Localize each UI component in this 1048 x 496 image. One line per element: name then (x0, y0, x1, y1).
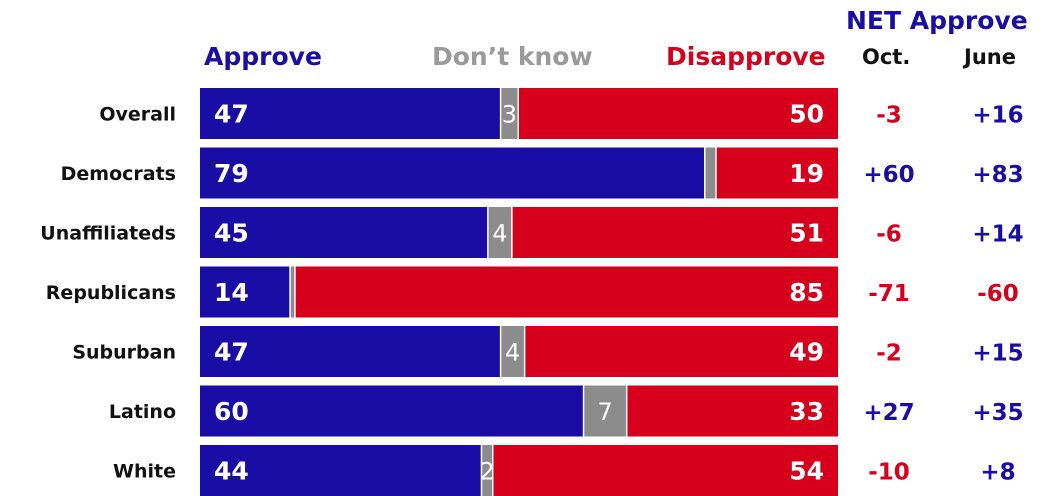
approve-bar (200, 385, 583, 437)
dont-know-bar (488, 207, 512, 258)
approve-value-label: 60 (214, 397, 249, 426)
category-label: Overall (99, 104, 176, 126)
approve-value-label: 45 (214, 219, 249, 248)
category-label: White (113, 461, 176, 483)
approve-bar (200, 326, 500, 377)
net-june-value: +35 (972, 400, 1023, 426)
dont-know-bar (501, 326, 524, 377)
category-label: Latino (109, 401, 176, 423)
dont-know-bar (501, 88, 518, 139)
disapprove-value-label: 33 (789, 397, 824, 426)
dont-know-value-label: 4 (492, 220, 507, 248)
disapprove-value-label: 19 (789, 159, 824, 188)
net-june-value: +14 (972, 222, 1023, 248)
approve-header: Approve (204, 42, 322, 71)
june-column-header: June (964, 45, 1016, 69)
approve-bar (200, 147, 705, 199)
approve-value-label: 47 (214, 338, 249, 367)
net-june-value: -60 (977, 281, 1019, 307)
dont-know-value-label: 2 (479, 458, 494, 486)
category-label: Democrats (61, 163, 176, 185)
net-oct-value: +27 (863, 400, 914, 426)
approve-bar (200, 88, 500, 139)
disapprove-value-label: 51 (789, 219, 824, 248)
net-june-value: +83 (972, 162, 1023, 188)
disapprove-bar (627, 385, 838, 437)
net-june-value: +16 (972, 103, 1023, 129)
disapprove-bar (716, 147, 838, 199)
dont-know-header: Don’t know (432, 42, 593, 71)
net-oct-value: -10 (868, 460, 910, 486)
net-june-value: +15 (972, 341, 1023, 367)
dont-know-bar (482, 445, 492, 496)
approve-value-label: 79 (214, 159, 249, 188)
oct-column-header: Oct. (862, 45, 911, 69)
disapprove-value-label: 49 (789, 338, 824, 367)
net-oct-value: +60 (863, 162, 914, 188)
net-oct-value: -71 (868, 281, 910, 307)
disapprove-bar (512, 207, 838, 258)
disapprove-bar (493, 445, 838, 496)
dont-know-bar (705, 147, 716, 199)
approve-bar (200, 266, 290, 318)
disapprove-bar (519, 88, 838, 139)
disapprove-value-label: 54 (789, 457, 824, 486)
approve-bar (200, 207, 488, 258)
dont-know-bar (290, 266, 295, 318)
net-june-value: +8 (980, 460, 1015, 486)
dont-know-value-label: 3 (502, 101, 517, 129)
net-oct-value: -2 (876, 341, 902, 367)
approve-value-label: 44 (214, 457, 249, 486)
disapprove-value-label: 85 (789, 278, 824, 307)
disapprove-bar (295, 266, 838, 318)
category-label: Unaffiliateds (40, 223, 176, 245)
approve-value-label: 14 (214, 278, 249, 307)
disapprove-bar (525, 326, 838, 377)
net-approve-header: NET Approve (846, 6, 1028, 35)
dont-know-bar (584, 385, 626, 437)
dont-know-value-label: 4 (505, 339, 520, 367)
approve-bar (200, 445, 481, 496)
net-oct-value: -3 (876, 103, 902, 129)
disapprove-value-label: 50 (789, 100, 824, 129)
dont-know-value-label: 7 (597, 398, 612, 426)
net-oct-value: -6 (876, 222, 902, 248)
category-label: Republicans (46, 282, 176, 304)
disapprove-header: Disapprove (666, 42, 826, 71)
category-label: Suburban (72, 342, 176, 364)
approve-value-label: 47 (214, 100, 249, 129)
